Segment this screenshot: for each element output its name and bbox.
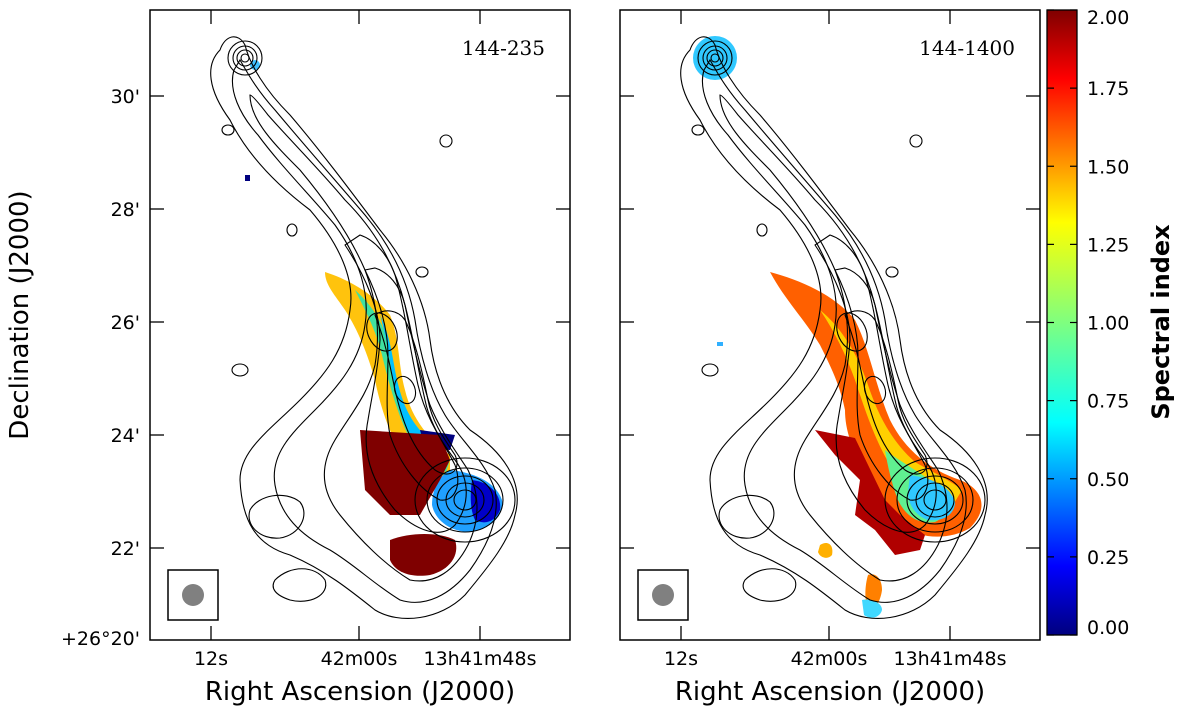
ra-tick-label: 13h41m48s [424, 648, 537, 670]
colorbar-tick-label: 1.75 [1087, 78, 1129, 100]
panel-label-left: 144-235 [462, 36, 545, 60]
y-axis-label: Declination (J2000) [5, 190, 35, 439]
dec-tick-label: 24' [111, 425, 140, 447]
dec-tick-label: +26°20' [61, 628, 140, 650]
colorbar-tick-label: 1.50 [1087, 156, 1129, 178]
colorbar-tick-label: 1.25 [1087, 234, 1129, 256]
colorbar: 2.00 1.75 1.50 1.25 1.00 0.75 0.50 0.25 0.00 Spe… [1046, 7, 1175, 639]
colorbar-tick-label: 2.00 [1087, 7, 1129, 29]
dec-tick-label: 30' [111, 86, 140, 108]
colorbar-tick-label: 0.75 [1087, 391, 1129, 413]
colorbar-tick-label: 0.00 [1087, 617, 1129, 639]
ra-tick-label: 13h41m48s [894, 648, 1007, 670]
x-axis-label-left: Right Ascension (J2000) [205, 677, 515, 707]
beam-marker-right [637, 569, 689, 621]
ra-tick-labels: 12s 42m00s 13h41m48s 12s 42m00s 13h41m48s [194, 648, 1007, 670]
ra-tick-label: 42m00s [791, 648, 868, 670]
colorbar-tick-label: 0.50 [1087, 469, 1129, 491]
ra-tick-label: 12s [664, 648, 698, 670]
dec-tick-label: 22' [111, 538, 140, 560]
beam-marker-left [167, 569, 219, 621]
spectral-index-map-right [693, 36, 982, 618]
dec-tick-label: 28' [111, 199, 140, 221]
ra-tick-label: 42m00s [321, 648, 398, 670]
colorbar-label: Spectral index [1147, 224, 1175, 420]
x-axis-label-right: Right Ascension (J2000) [675, 677, 985, 707]
ra-tick-label: 12s [194, 648, 228, 670]
colorbar-tick-label: 0.25 [1087, 547, 1129, 569]
dec-tick-labels: 30' 28' 26' 24' 22' +26°20' [61, 86, 140, 650]
panel-label-right: 144-1400 [919, 36, 1015, 60]
panel-right: 144-1400 [619, 9, 1041, 641]
colorbar-tick-label: 1.00 [1087, 313, 1129, 335]
dec-tick-label: 26' [111, 312, 140, 334]
panel-left: 144-235 [149, 9, 571, 641]
